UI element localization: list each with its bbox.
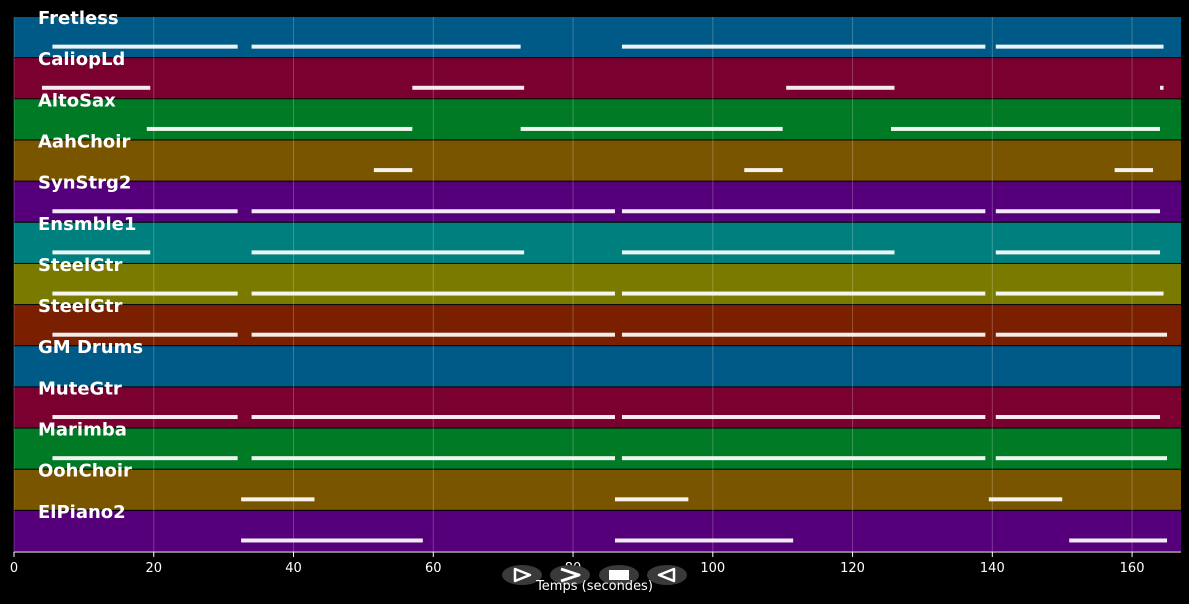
x-tick-label: 140: [980, 561, 1005, 576]
x-tick-label: 60: [425, 561, 442, 576]
note-bar: [614, 497, 689, 502]
track-label: Ensmble1: [38, 214, 136, 235]
note-bar: [744, 168, 783, 173]
stop-button[interactable]: [599, 565, 639, 585]
track-label: Marimba: [38, 420, 127, 441]
note-bar: [621, 415, 986, 420]
note-bar: [1114, 168, 1154, 173]
note-bar: [52, 291, 238, 296]
track-lane: [14, 510, 1181, 551]
track-label: CaliopLd: [38, 49, 125, 70]
note-bar: [1069, 538, 1168, 543]
track-lanes: [14, 17, 1181, 551]
track-lane: [14, 387, 1181, 428]
play-button[interactable]: [502, 565, 542, 585]
track-label: SynStrg2: [38, 173, 131, 194]
note-bar: [251, 415, 615, 420]
note-bar: [52, 44, 238, 49]
track-lane: [14, 469, 1181, 510]
track-label: OohChoir: [38, 461, 132, 482]
note-bar: [146, 126, 413, 131]
x-tick-label: 100: [700, 561, 725, 576]
note-bar: [995, 209, 1161, 214]
track-lane: [14, 17, 1181, 58]
x-tick-label: 120: [840, 561, 865, 576]
note-bar: [251, 250, 525, 255]
note-bar: [412, 85, 525, 90]
note-bar: [251, 44, 521, 49]
note-bar: [52, 415, 238, 420]
note-bar: [995, 291, 1164, 296]
track-label: GM Drums: [38, 337, 143, 358]
fast-forward-icon: [560, 567, 581, 583]
x-tick-label: 20: [145, 561, 162, 576]
track-label: AltoSax: [38, 90, 116, 111]
note-bar: [995, 332, 1168, 337]
note-bar: [995, 415, 1161, 420]
note-bar: [621, 456, 986, 461]
fast-forward-button[interactable]: [550, 565, 590, 585]
note-bar: [621, 44, 986, 49]
x-tick-label: 0: [10, 561, 18, 576]
note-bar: [251, 456, 615, 461]
track-lane: [14, 58, 1181, 99]
track-label: ElPiano2: [38, 502, 126, 523]
track-label: MuteGtr: [38, 378, 122, 399]
note-bar: [621, 291, 986, 296]
track-lane: [14, 263, 1181, 305]
note-bar: [251, 209, 615, 214]
note-bar: [52, 209, 238, 214]
note-bar: [621, 209, 986, 214]
note-bar: [614, 538, 794, 543]
note-bar: [241, 538, 423, 543]
note-bar: [52, 250, 151, 255]
x-axis: 020406080100120140160: [10, 551, 1181, 576]
note-bar: [241, 497, 315, 502]
track-lane: [14, 140, 1181, 181]
note-bar: [373, 168, 413, 173]
note-bar: [995, 250, 1161, 255]
grid-lines: [13, 17, 1133, 552]
x-tick-label: 160: [1120, 561, 1145, 576]
note-bar: [41, 85, 151, 90]
note-bar: [995, 456, 1168, 461]
track-lane: [14, 181, 1181, 222]
note-bar: [52, 456, 238, 461]
track-lane: [14, 428, 1181, 469]
track-labels: Fretless CaliopLd AltoSax AahChoir SynStrg2 E…: [38, 8, 143, 523]
playback-controls: [502, 565, 690, 585]
note-bar: [52, 332, 238, 337]
track-label: SteelGtr: [38, 255, 123, 276]
note-bar: [786, 85, 895, 90]
x-axis-label: Temps (secondes): [536, 579, 653, 594]
track-lane: [14, 346, 1181, 387]
stop-icon: [609, 570, 629, 580]
x-tick-label: 40: [285, 561, 302, 576]
note-bar: [621, 250, 895, 255]
note-bar: [995, 44, 1164, 49]
note-bar: [520, 126, 783, 131]
note-bar: [251, 291, 615, 296]
rewind-button[interactable]: [647, 565, 687, 585]
rewind-icon: [657, 567, 676, 583]
track-lane: [14, 305, 1181, 346]
note-bar: [1160, 85, 1164, 90]
note-bar: [890, 126, 1161, 131]
note-bar: [251, 332, 615, 337]
track-label: AahChoir: [38, 131, 130, 152]
play-icon: [513, 567, 532, 583]
note-bar: [621, 332, 986, 337]
track-label: Fretless: [38, 8, 119, 29]
track-lane: [14, 99, 1181, 140]
track-label: SteelGtr: [38, 296, 123, 317]
note-marks: [41, 44, 1168, 543]
note-bar: [988, 497, 1063, 502]
track-lane: [14, 222, 1181, 263]
